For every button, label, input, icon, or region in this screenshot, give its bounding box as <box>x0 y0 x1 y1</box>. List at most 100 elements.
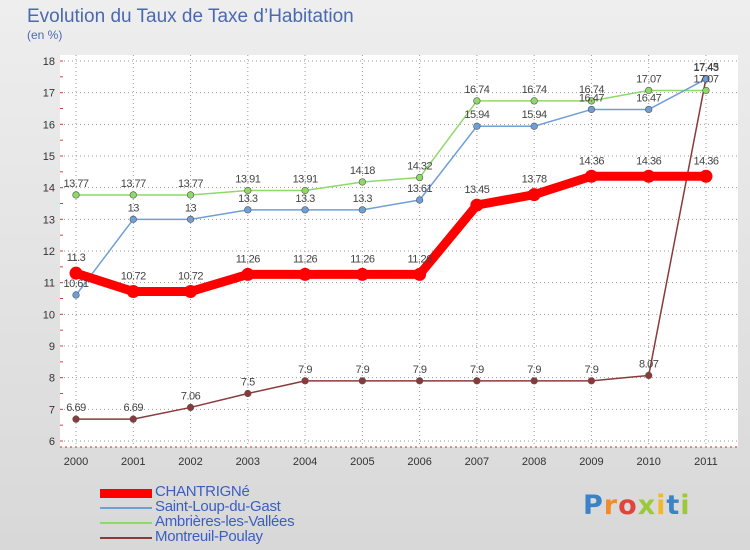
data-point <box>702 75 710 83</box>
data-label: 16.74 <box>464 84 489 96</box>
data-label: 17.43 <box>693 62 718 74</box>
data-point <box>72 191 80 199</box>
x-tick-label: 2004 <box>293 456 317 468</box>
data-label: 6.69 <box>124 402 144 414</box>
data-point <box>416 196 424 204</box>
x-tick-label: 2002 <box>178 456 202 468</box>
data-point <box>642 169 656 183</box>
logo-letter: i <box>656 490 667 521</box>
series-line <box>76 78 707 420</box>
data-point <box>645 371 653 380</box>
data-point <box>416 377 424 385</box>
data-label: 13.91 <box>235 174 260 186</box>
x-tick-label: 2011 <box>694 456 718 468</box>
logo-letter: i <box>680 490 691 521</box>
chart-subtitle: (en %) <box>27 28 63 42</box>
y-tick-label: 11 <box>44 278 55 290</box>
x-tick-label: 2010 <box>636 456 660 468</box>
x-tick-label: 2006 <box>407 456 431 468</box>
legend-swatch <box>100 488 152 498</box>
logo-letter: t <box>666 490 681 521</box>
x-tick-label: 2007 <box>465 456 489 468</box>
legend-label: Ambrières-les-Vallées <box>155 513 295 530</box>
data-label: 7.9 <box>527 364 541 376</box>
series-line <box>76 89 706 196</box>
legend-swatch <box>100 507 152 509</box>
data-point <box>527 188 541 202</box>
data-label: 13.77 <box>121 178 146 190</box>
data-point <box>244 186 252 195</box>
x-tick-label: 2000 <box>64 456 88 468</box>
data-point <box>470 198 484 212</box>
y-tick-label: 8 <box>49 373 55 385</box>
data-point <box>126 285 140 299</box>
y-tick-label: 6 <box>49 436 55 448</box>
data-label: 14.18 <box>350 165 375 177</box>
data-label: 7.9 <box>413 364 427 376</box>
y-tick-label: 18 <box>43 56 55 68</box>
data-point <box>699 169 713 183</box>
data-label: 7.9 <box>470 364 484 376</box>
data-point <box>358 377 366 385</box>
data-label: 13.91 <box>293 174 318 186</box>
data-label: 10.72 <box>178 271 203 283</box>
data-label: 13.77 <box>63 178 88 190</box>
data-label: 11.3 <box>67 252 86 264</box>
data-label: 13.3 <box>238 193 258 205</box>
data-label: 11.26 <box>350 253 375 265</box>
data-label: 13.45 <box>464 184 489 196</box>
data-label: 16.74 <box>522 84 547 96</box>
data-label: 7.9 <box>585 364 599 376</box>
data-label: 15.94 <box>522 109 547 121</box>
data-point <box>530 377 538 385</box>
data-point <box>358 178 366 186</box>
logo-letter: x <box>637 490 657 521</box>
legend-swatch <box>100 537 152 539</box>
series-line <box>74 171 706 297</box>
data-point <box>358 206 366 214</box>
data-point <box>244 206 252 214</box>
data-point <box>416 173 424 182</box>
x-tick-label: 2009 <box>579 456 603 468</box>
data-label: 13 <box>185 202 197 214</box>
data-point <box>301 186 309 195</box>
data-point <box>645 86 653 95</box>
data-point <box>72 415 80 423</box>
data-label: 13.61 <box>407 183 432 195</box>
y-tick-label: 17 <box>43 88 55 100</box>
data-point <box>355 267 369 281</box>
data-label: 14.36 <box>636 155 661 167</box>
logo-letter: r <box>603 490 619 521</box>
data-point <box>587 97 596 105</box>
y-tick-label: 9 <box>49 341 55 353</box>
data-label: 11.26 <box>408 253 433 265</box>
logo-letter: P <box>583 490 604 521</box>
y-tick-label: 13 <box>43 214 55 226</box>
y-tick-label: 16 <box>43 119 55 131</box>
chart-title: Evolution du Taux de Taxe d’Habitation <box>27 6 354 27</box>
y-tick-label: 10 <box>43 309 55 321</box>
data-label: 15.94 <box>464 109 489 121</box>
data-point <box>186 215 195 223</box>
data-point <box>530 97 538 105</box>
data-point <box>530 122 538 130</box>
data-point <box>72 291 80 299</box>
data-point <box>184 285 198 299</box>
data-label: 8.07 <box>639 358 659 370</box>
data-label: 13.3 <box>353 193 373 205</box>
legend-label: CHANTRIGNé <box>155 483 250 500</box>
y-tick-label: 7 <box>49 404 55 416</box>
data-label: 17.45 <box>693 61 718 73</box>
data-label: 6.69 <box>66 402 86 414</box>
legend-label: Saint-Loup-du-Gast <box>155 498 281 515</box>
data-point <box>473 97 481 105</box>
data-point <box>473 122 481 130</box>
x-tick-label: 2005 <box>350 456 374 468</box>
logo-letter: o <box>618 490 638 521</box>
data-point <box>129 415 137 423</box>
data-label: 7.9 <box>355 364 369 376</box>
proxiti-logo: Proxiti <box>583 490 691 521</box>
data-point <box>129 191 137 199</box>
